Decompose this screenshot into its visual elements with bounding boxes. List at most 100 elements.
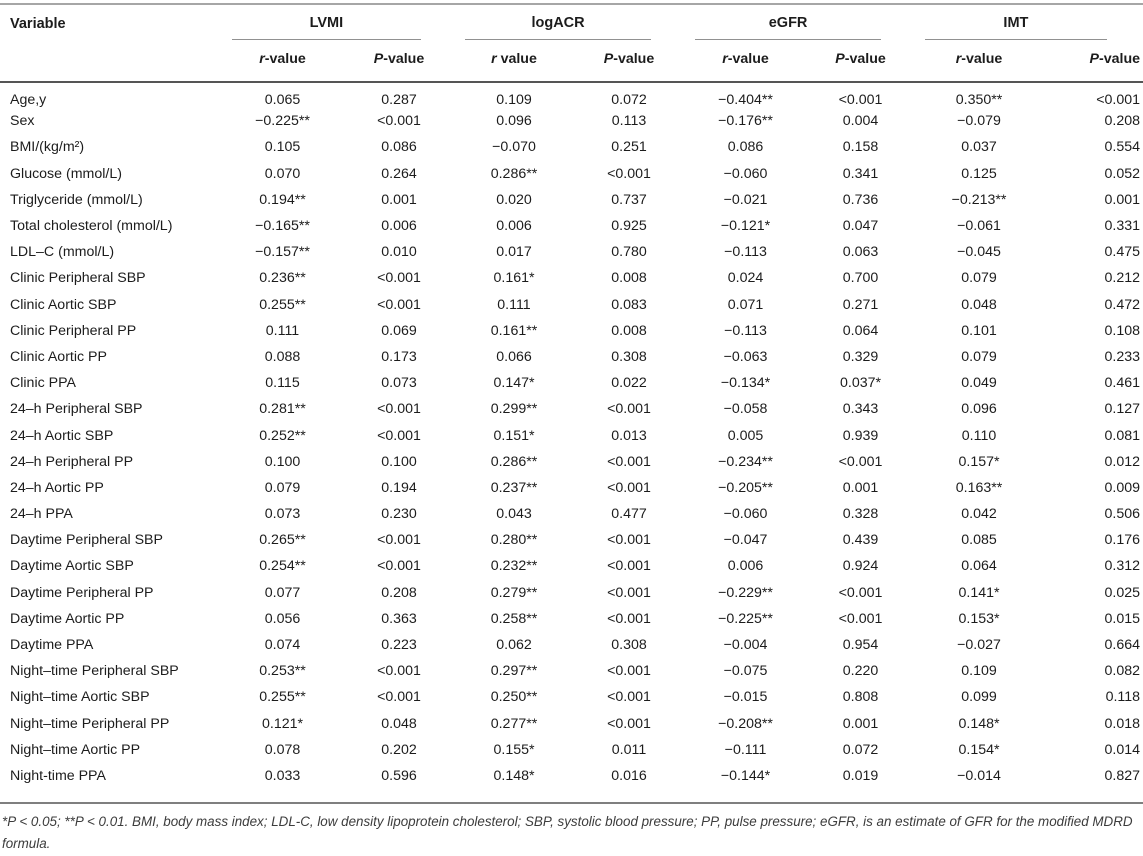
value-cell: 0.254** <box>259 558 306 575</box>
value-cell: 0.022 <box>611 375 647 392</box>
value-cell: 0.086 <box>381 139 417 156</box>
value-cell: 0.096 <box>496 113 532 130</box>
value-cell: 0.082 <box>1104 663 1141 680</box>
value-cell: 0.220 <box>842 663 879 680</box>
value-cell: 0.472 <box>1104 296 1141 313</box>
value-cell: −0.047 <box>723 532 768 549</box>
value-cell: 0.925 <box>611 218 647 235</box>
value-cell: <0.001 <box>377 558 421 575</box>
value-cell: 0.074 <box>264 637 301 654</box>
value-cell: 0.700 <box>842 270 879 287</box>
subheader-lvmi-r: r-value <box>225 40 340 83</box>
value-cell: 0.099 <box>961 689 997 706</box>
value-cell: 0.163** <box>955 479 1003 496</box>
value-cell: 0.024 <box>727 270 764 287</box>
value-cell: 0.155* <box>493 741 535 758</box>
value-cell: <0.001 <box>607 401 651 418</box>
value-cell: −0.113 <box>724 244 767 261</box>
row-variable-label: Clinic Peripheral SBP <box>10 270 146 287</box>
value-cell: 0.005 <box>727 427 764 444</box>
value-cell: −0.229** <box>718 584 773 601</box>
value-cell: 0.001 <box>842 715 879 732</box>
table-row: Total cholesterol (mmol/L) −0.165** 0.006 0… <box>0 213 1143 239</box>
value-cell: 0.233 <box>1104 348 1141 365</box>
subheader-lvmi-p: P-value <box>340 40 458 83</box>
value-cell: 0.043 <box>496 506 532 523</box>
value-cell: <0.001 <box>838 610 883 627</box>
value-cell: −0.015 <box>723 689 768 706</box>
value-cell: 0.012 <box>1104 453 1141 470</box>
value-cell: 0.331 <box>1104 218 1141 235</box>
value-cell: 0.286** <box>490 453 538 470</box>
value-cell: <0.001 <box>607 610 651 627</box>
value-cell: 0.048 <box>381 715 417 732</box>
value-cell: 0.052 <box>1104 165 1141 182</box>
table-row: Night–time Aortic SBP 0.255** <0.001 0.250*… <box>0 684 1143 710</box>
value-cell: 0.100 <box>381 453 417 470</box>
value-cell: 0.073 <box>264 506 301 523</box>
value-cell: 0.554 <box>1104 139 1141 156</box>
value-cell: 0.125 <box>961 165 997 182</box>
value-cell: 0.001 <box>1104 191 1141 208</box>
value-cell: 0.071 <box>727 296 764 313</box>
value-cell: 0.049 <box>961 375 997 392</box>
value-cell: 0.069 <box>381 322 417 339</box>
value-cell: 0.264 <box>381 165 417 182</box>
value-cell: −0.111 <box>724 741 767 758</box>
value-cell: 0.328 <box>842 506 879 523</box>
value-cell: 0.147* <box>493 375 535 392</box>
value-cell: 0.279** <box>490 584 538 601</box>
table-header: Variable LVMI logACR eGFR IMT r-value P-… <box>0 4 1143 83</box>
value-cell: <0.001 <box>377 113 421 130</box>
value-cell: 0.208 <box>1104 113 1141 130</box>
table-row: BMI/(kg/m²) 0.105 0.086 −0.070 0.251 0.086 0.1… <box>0 134 1143 160</box>
value-cell: 0.277** <box>490 715 538 732</box>
value-cell: 0.299** <box>490 401 538 418</box>
table-row: Clinic Peripheral SBP 0.236** <0.001 0.161*… <box>0 265 1143 291</box>
row-variable-label: 24–h Peripheral SBP <box>10 401 143 418</box>
value-cell: <0.001 <box>607 453 651 470</box>
subheader-egfr-r: r-value <box>688 40 804 83</box>
table-row: 24–h Aortic SBP 0.252** <0.001 0.151* 0.013 0… <box>0 422 1143 448</box>
value-cell: 0.596 <box>381 767 417 784</box>
value-cell: 0.070 <box>264 165 301 182</box>
value-cell: 0.056 <box>264 610 301 627</box>
value-cell: 0.280** <box>490 532 538 549</box>
footnote-divider <box>0 802 1143 805</box>
value-cell: 0.258** <box>490 610 538 627</box>
value-cell: 0.008 <box>611 270 647 287</box>
value-cell: 0.004 <box>842 113 879 130</box>
group-header-lvmi: LVMI <box>225 4 458 40</box>
value-cell: 0.223 <box>381 637 417 654</box>
value-cell: 0.151* <box>493 427 535 444</box>
value-cell: 0.037* <box>840 375 882 392</box>
value-cell: 0.079 <box>264 479 301 496</box>
value-cell: −0.176** <box>718 113 773 130</box>
value-cell: 0.252** <box>259 427 306 444</box>
value-cell: −0.079 <box>957 113 1001 130</box>
value-cell: 0.208 <box>381 584 417 601</box>
value-cell: −0.045 <box>957 244 1001 261</box>
value-cell: 0.109 <box>496 91 532 108</box>
subheader-logacr-r: r value <box>458 40 570 83</box>
value-cell: <0.001 <box>377 401 421 418</box>
value-cell: 0.115 <box>265 375 300 392</box>
value-cell: 0.105 <box>264 139 301 156</box>
row-variable-label: LDL–C (mmol/L) <box>10 244 115 261</box>
value-cell: 0.808 <box>842 689 879 706</box>
value-cell: 0.111 <box>265 322 300 339</box>
value-cell: 0.006 <box>727 558 764 575</box>
row-variable-label: Daytime Peripheral PP <box>10 584 154 601</box>
value-cell: 0.232** <box>490 558 538 575</box>
value-cell: 0.286** <box>490 165 538 182</box>
row-variable-label: Daytime Aortic PP <box>10 610 125 627</box>
value-cell: 0.006 <box>381 218 417 235</box>
group-header-row: Variable LVMI logACR eGFR IMT <box>0 4 1143 83</box>
value-cell: 0.081 <box>1104 427 1141 444</box>
row-variable-label: 24–h Peripheral PP <box>10 453 134 470</box>
variable-column-header: Variable <box>0 4 225 83</box>
value-cell: 0.308 <box>611 348 647 365</box>
value-cell: 0.013 <box>611 427 647 444</box>
value-cell: −0.060 <box>723 165 768 182</box>
value-cell: −0.058 <box>723 401 768 418</box>
